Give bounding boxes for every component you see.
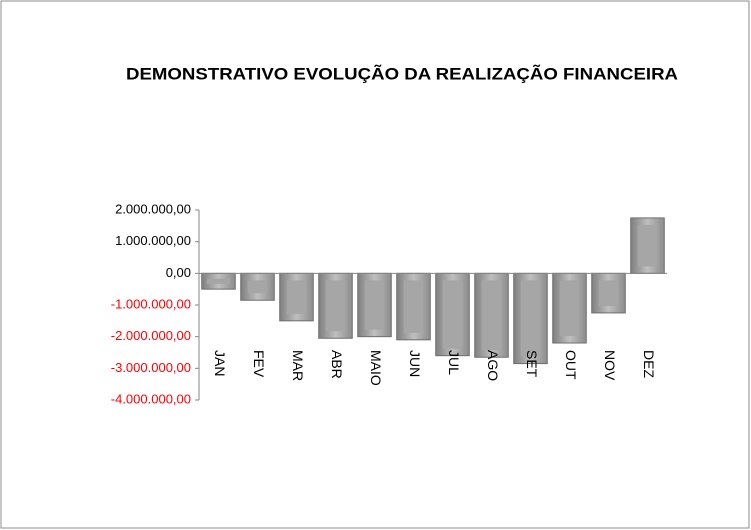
bar-bevel [247, 280, 268, 294]
y-tick-label: 2.000.000,00 [115, 201, 191, 216]
x-tick-label: MAIO [368, 350, 384, 386]
x-tick-label: SET [524, 350, 540, 378]
chart-title: DEMONSTRATIVO EVOLUÇÃO DA REALIZAÇÃO FIN… [126, 63, 678, 83]
x-tick-label: JUN [407, 350, 423, 377]
bar-bevel [364, 280, 385, 330]
x-tick-label: JUL [446, 350, 462, 375]
x-tick-label: ABR [329, 350, 345, 379]
bar-bevel [325, 280, 346, 332]
x-tick-label: AGO [485, 350, 501, 381]
y-tick-label: -2.000.000,00 [111, 328, 191, 343]
bar-bevel [559, 280, 580, 336]
y-tick-label: 1.000.000,00 [115, 233, 191, 248]
bar-bevel [442, 280, 463, 349]
y-tick-label: -4.000.000,00 [111, 391, 191, 406]
x-tick-label: DEZ [641, 350, 657, 378]
bar-bevel [481, 280, 502, 351]
bar-bevel [286, 280, 307, 314]
bar-bevel [207, 278, 230, 284]
y-tick-label: -3.000.000,00 [111, 360, 191, 375]
x-tick-label: NOV [602, 350, 618, 381]
bar-bevel [520, 280, 541, 357]
x-tick-label: OUT [563, 350, 579, 380]
y-tick-label: 0,00 [166, 265, 191, 280]
bar-bevel [637, 224, 658, 267]
y-tick-label: -1.000.000,00 [111, 296, 191, 311]
bar-bevel [598, 280, 619, 306]
x-tick-label: JAN [212, 350, 228, 376]
x-tick-label: MAR [290, 350, 306, 381]
bar-bevel [403, 280, 424, 333]
x-tick-label: FEV [251, 350, 267, 378]
